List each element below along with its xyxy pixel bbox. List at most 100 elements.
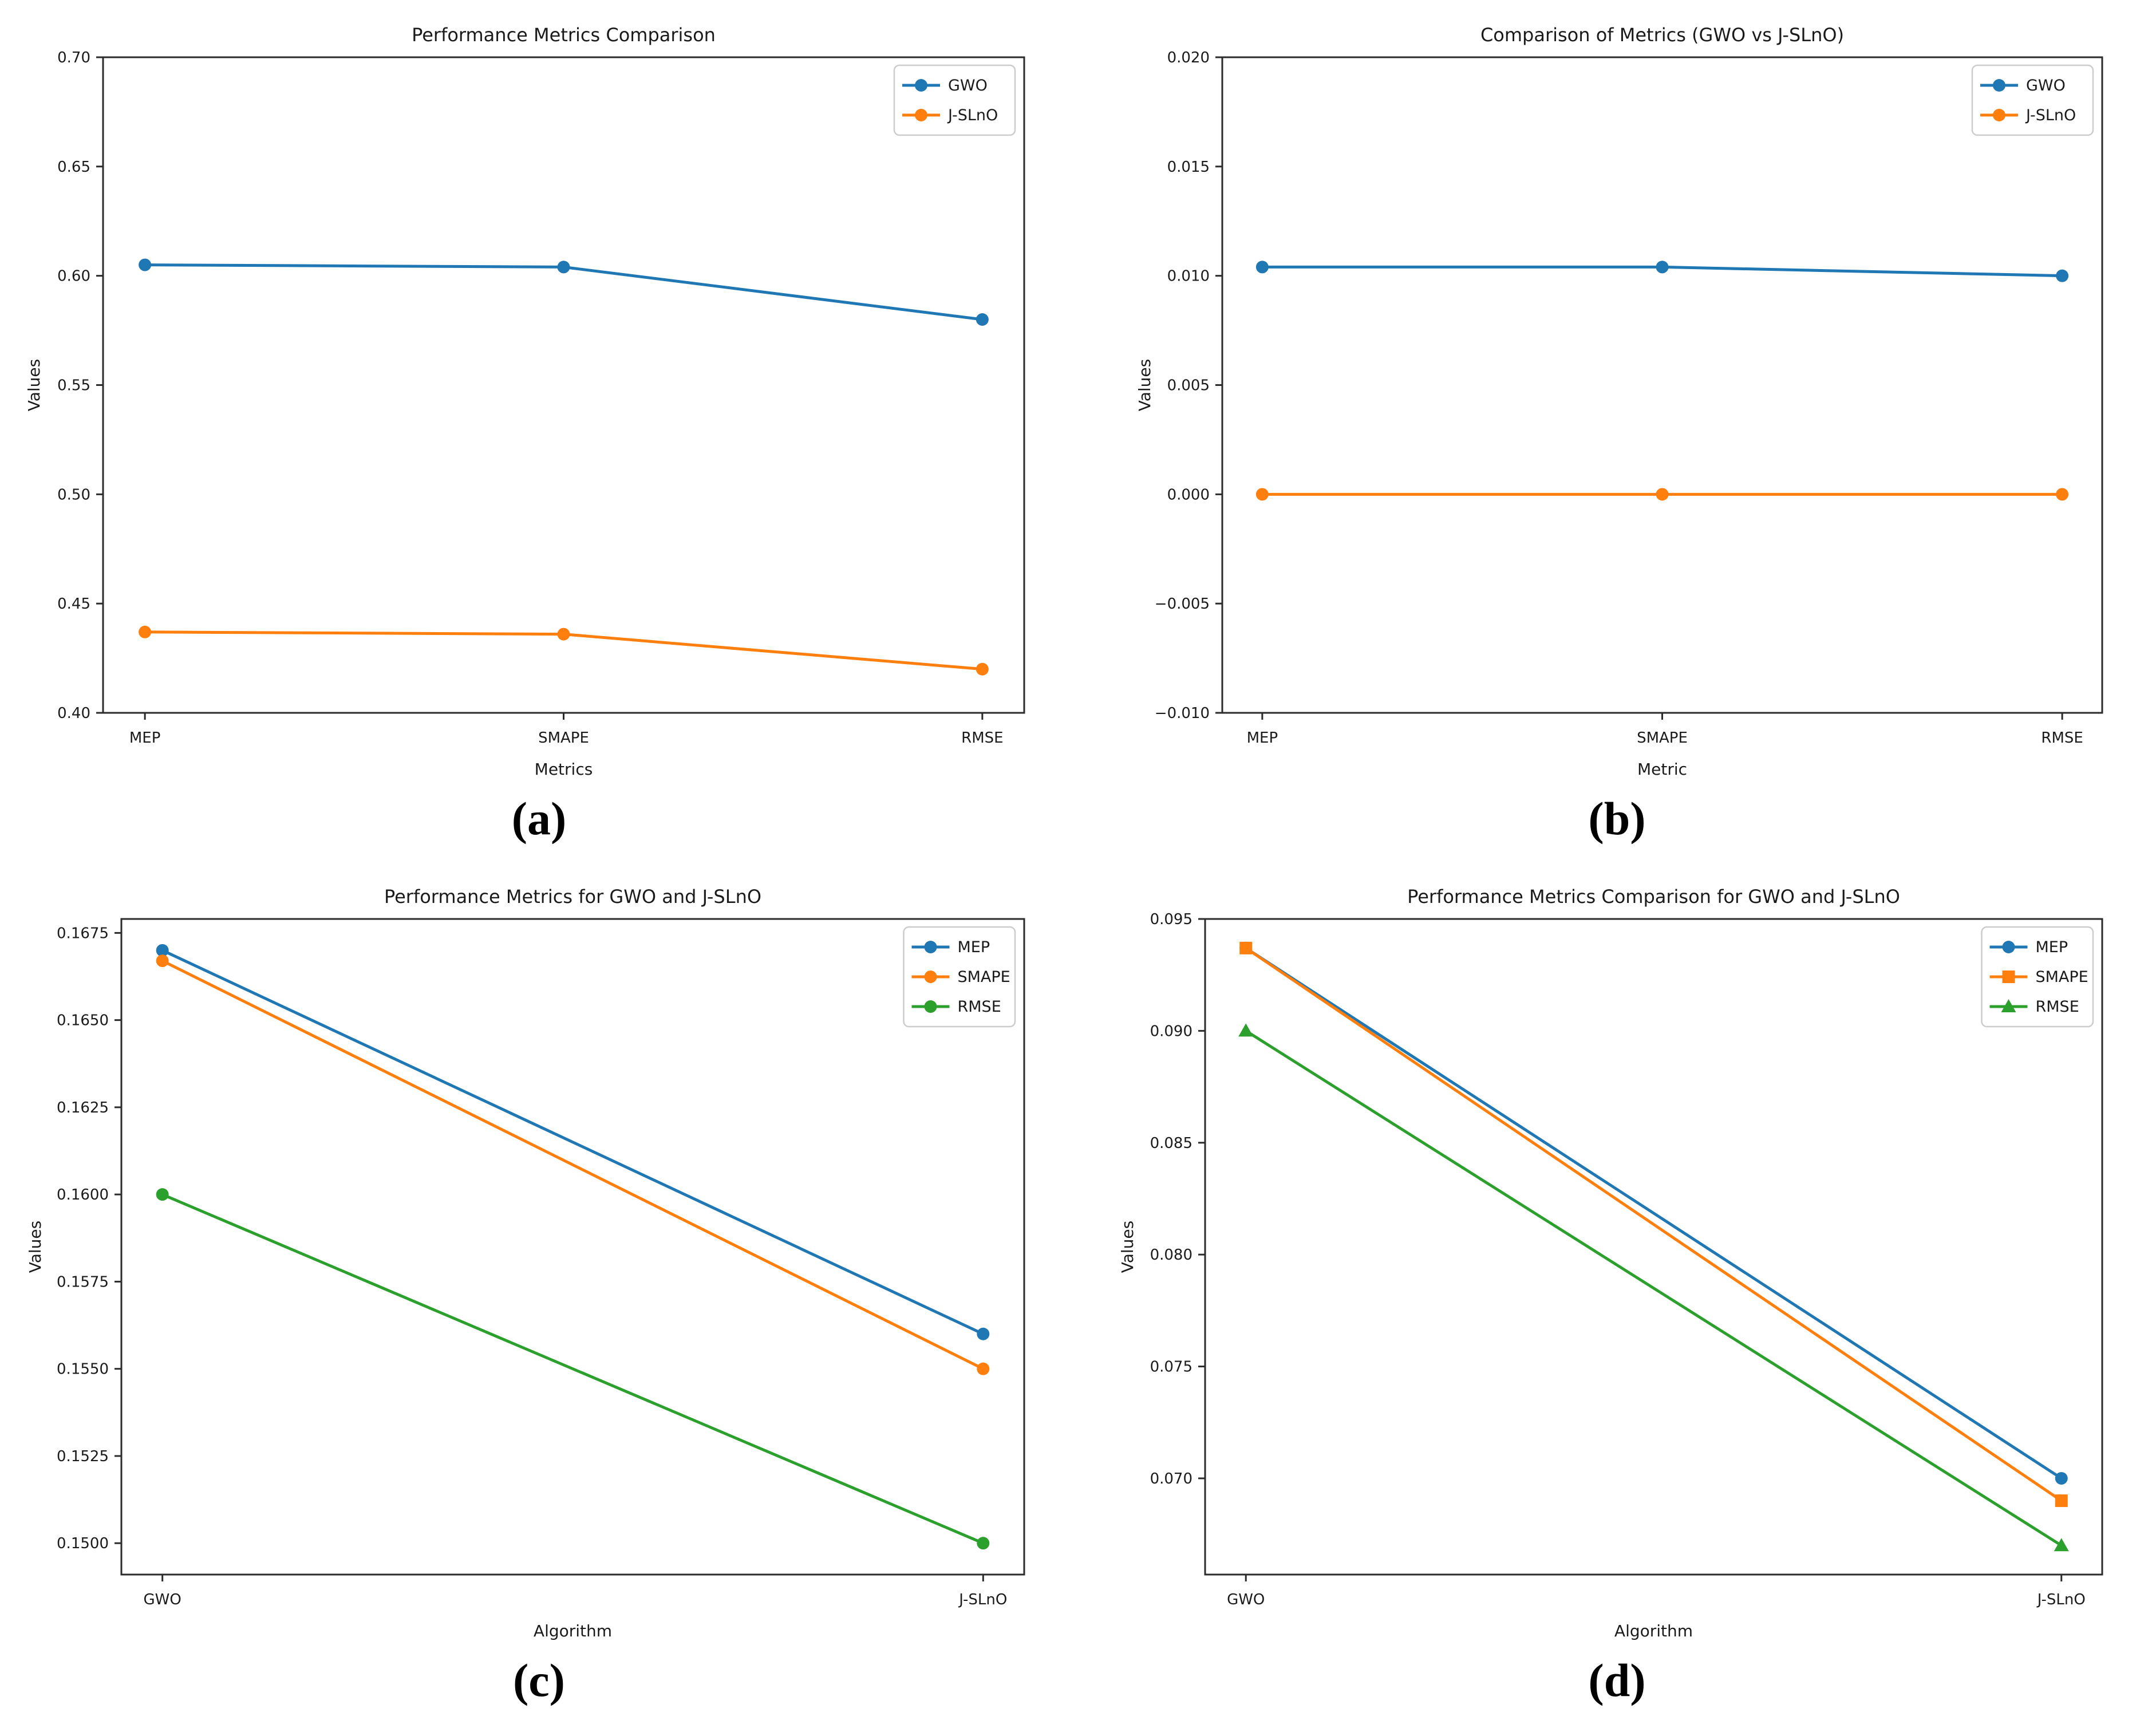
- y-tick-label: 0.1525: [57, 1448, 109, 1465]
- y-tick-label: 0.65: [57, 159, 90, 176]
- series-marker-RMSE: [977, 1537, 990, 1550]
- y-tick-label: 0.40: [57, 705, 90, 722]
- legend-swatch-marker: [2002, 941, 2015, 953]
- legend-label: RMSE: [958, 998, 1001, 1016]
- series-GWO: [139, 258, 989, 326]
- y-tick-label: 0.075: [1150, 1359, 1192, 1376]
- legend-swatch-marker: [915, 79, 927, 92]
- legend: MEP SMAPE RMSE: [903, 926, 1016, 1028]
- series-line-SMAPE: [1245, 946, 2063, 1502]
- x-axis-label: Algorithm: [1614, 1622, 1693, 1640]
- series-marker-RMSE: [1238, 1023, 1254, 1037]
- series-marker-MEP: [2055, 1471, 2068, 1485]
- legend-label: J-SLnO: [947, 106, 998, 124]
- chart-title: Performance Metrics for GWO and J-SLnO: [384, 886, 761, 908]
- series-line-MEP: [161, 949, 984, 1336]
- y-tick-label: 0.005: [1167, 377, 1210, 394]
- series-marker-SMAPE: [977, 1362, 990, 1375]
- plot-box: [102, 56, 1025, 714]
- y-tick-label: 0.090: [1150, 1023, 1192, 1040]
- figure-cell-a: Performance Metrics Comparison 0.40 0.45 0.…: [0, 0, 1078, 862]
- legend-label: GWO: [948, 77, 988, 94]
- y-axis-label: Values: [1135, 359, 1154, 411]
- caption-c: (c): [512, 1654, 565, 1706]
- series-marker-GWO: [1656, 261, 1669, 274]
- legend-box: [893, 64, 1016, 136]
- figure-cell-b: Comparison of Metrics (GWO vs J-SLnO) −0.…: [1078, 0, 2156, 862]
- y-tick-label: 0.080: [1150, 1246, 1192, 1264]
- y-tick-label: 0.50: [57, 486, 90, 503]
- y-tick-label: 0.1650: [57, 1012, 109, 1029]
- y-axis-label: Values: [26, 1221, 45, 1273]
- y-tick-label: 0.015: [1167, 159, 1210, 176]
- legend-swatch-marker: [915, 109, 927, 121]
- y-tick-label: 0.070: [1150, 1470, 1192, 1488]
- series-RMSE: [1238, 1023, 2069, 1552]
- chart-a-canvas: Performance Metrics Comparison 0.40 0.45 0.…: [25, 24, 1025, 779]
- y-tick-label: 0.1500: [57, 1535, 109, 1552]
- y-tick-label: 0.020: [1167, 49, 1210, 66]
- chart-c-canvas: Performance Metrics for GWO and J-SLnO 0.…: [26, 886, 1025, 1640]
- legend-box: [1971, 64, 2094, 136]
- chart-title: Performance Metrics Comparison: [412, 24, 716, 46]
- series-marker-J-SLnO: [2056, 488, 2069, 501]
- y-tick-label: −0.005: [1155, 595, 1210, 613]
- plot-box: [1221, 56, 2103, 714]
- series-marker-J-SLnO: [139, 625, 152, 638]
- series-GWO: [1255, 261, 2069, 282]
- series-marker-RMSE: [156, 1188, 169, 1201]
- series-marker-GWO: [2056, 269, 2069, 282]
- chart-title: Performance Metrics Comparison for GWO a…: [1407, 886, 1900, 908]
- series-marker-GWO: [976, 313, 989, 326]
- legend-swatch-marker: [2001, 999, 2016, 1012]
- legend-label: J-SLnO: [2025, 106, 2076, 124]
- plot-box: [1204, 918, 2103, 1576]
- y-tick-label: 0.000: [1167, 486, 1210, 503]
- legend: GWO J-SLnO: [893, 64, 1016, 136]
- legend-label: SMAPE: [958, 968, 1010, 986]
- caption-a: (a): [511, 792, 567, 845]
- legend-label: GWO: [2026, 77, 2066, 94]
- legend-label: RMSE: [2036, 998, 2079, 1016]
- y-tick-label: 0.45: [57, 595, 90, 613]
- series-marker-GWO: [557, 261, 570, 274]
- series-marker-J-SLnO: [557, 628, 570, 641]
- series-marker-J-SLnO: [976, 662, 989, 676]
- x-axis-label: Metrics: [535, 760, 593, 779]
- y-tick-label: 0.55: [57, 377, 90, 394]
- y-tick-label: 0.1625: [57, 1099, 109, 1117]
- x-axis-label: Algorithm: [534, 1622, 612, 1640]
- x-tick-label: MEP: [1247, 729, 1278, 747]
- legend-swatch-marker: [924, 941, 937, 953]
- series-marker-SMAPE: [2055, 1494, 2068, 1508]
- series-marker-RMSE: [2054, 1538, 2069, 1552]
- series-marker-J-SLnO: [1656, 488, 1669, 501]
- series-line-MEP: [1245, 946, 2063, 1480]
- y-tick-label: 0.1675: [57, 925, 109, 942]
- y-tick-label: 0.085: [1150, 1135, 1192, 1152]
- legend-label: MEP: [958, 938, 990, 956]
- y-tick-label: 0.1575: [57, 1273, 109, 1291]
- series-RMSE: [156, 1188, 990, 1550]
- x-tick-label: RMSE: [961, 729, 1003, 747]
- series-marker-MEP: [977, 1327, 990, 1340]
- caption-b: (b): [1588, 792, 1646, 845]
- x-axis-label: Metric: [1637, 760, 1687, 779]
- y-tick-label: 0.70: [57, 49, 90, 66]
- x-tick-label: MEP: [129, 729, 161, 747]
- series-MEP: [1239, 941, 2068, 1485]
- series-marker-J-SLnO: [1255, 488, 1269, 501]
- legend-label: SMAPE: [2036, 968, 2088, 986]
- x-tick-label: RMSE: [2041, 729, 2083, 747]
- legend: MEP SMAPE RMSE: [1981, 926, 2094, 1028]
- y-axis-label: Values: [25, 359, 44, 411]
- series-marker-MEP: [156, 944, 169, 957]
- x-tick-label: SMAPE: [538, 729, 589, 747]
- series-MEP: [156, 944, 990, 1340]
- legend-swatch-marker: [1993, 109, 2005, 121]
- x-tick-label: GWO: [144, 1591, 181, 1608]
- legend-swatch-marker: [2002, 971, 2015, 983]
- plot-box: [120, 918, 1025, 1576]
- series-SMAPE: [1239, 941, 2068, 1508]
- chart-d-canvas: Performance Metrics Comparison for GWO a…: [1118, 886, 2103, 1640]
